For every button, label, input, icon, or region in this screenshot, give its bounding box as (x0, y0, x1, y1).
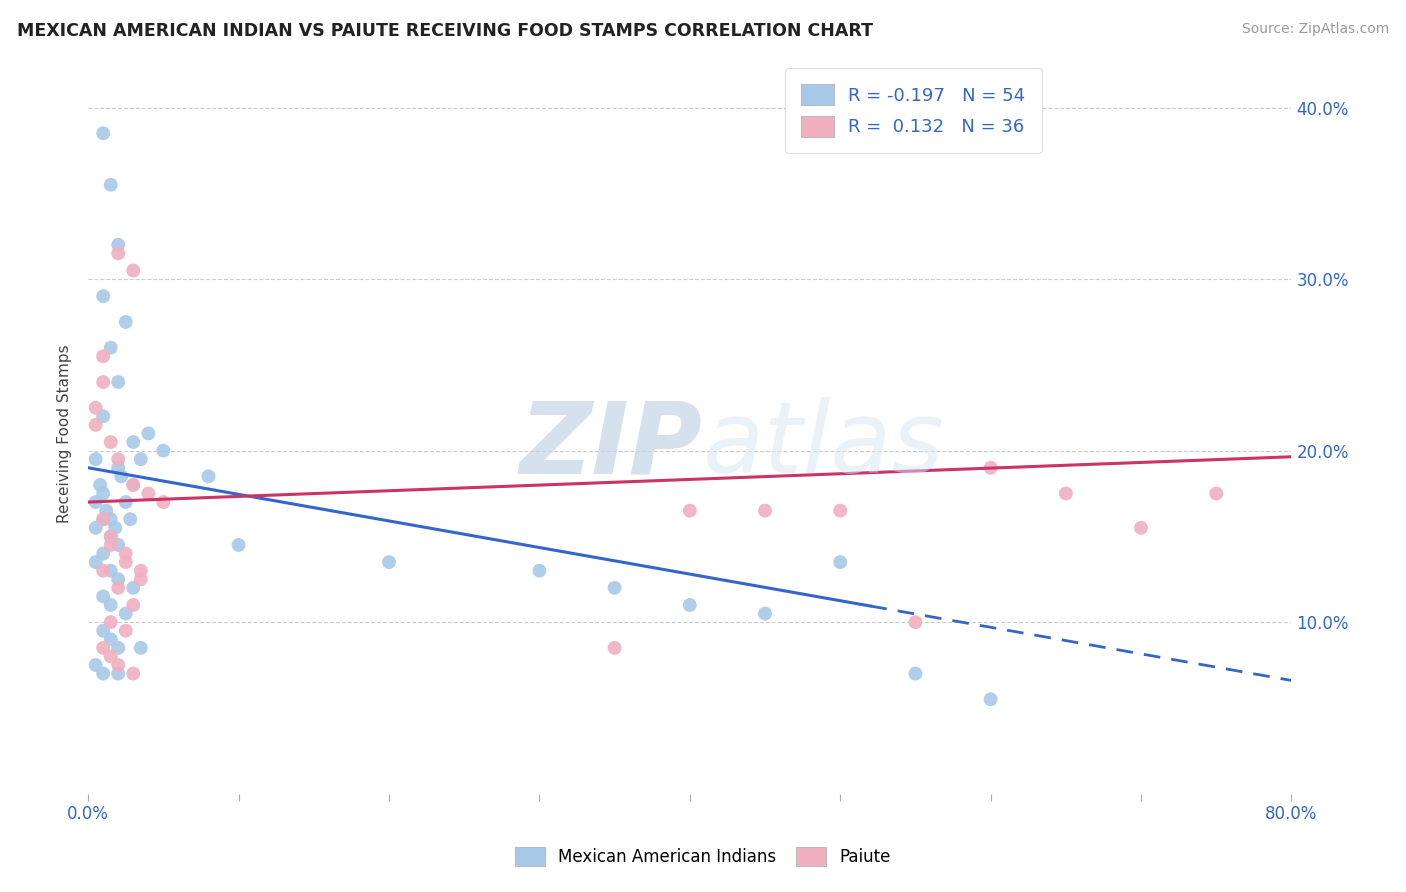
Point (107, 246, 129, 260)
Point (114, 624, 136, 638)
Point (100, 598, 122, 612)
Point (107, 658, 129, 673)
Point (529, 564, 551, 578)
Text: atlas: atlas (703, 398, 945, 494)
Point (129, 564, 152, 578)
Point (100, 529, 122, 543)
Point (122, 435, 145, 450)
Legend: Mexican American Indians, Paiute: Mexican American Indians, Paiute (506, 838, 900, 875)
Point (91, 624, 114, 638)
Point (84, 452, 107, 467)
Point (107, 666, 129, 681)
Point (107, 460, 129, 475)
Point (107, 375, 129, 389)
Point (84, 521, 107, 535)
Text: Source: ZipAtlas.com: Source: ZipAtlas.com (1241, 22, 1389, 37)
Point (91, 375, 114, 389)
Point (114, 315, 136, 329)
Point (100, 564, 122, 578)
Point (1130, 521, 1153, 535)
Point (152, 443, 174, 458)
Point (904, 666, 927, 681)
Point (197, 469, 219, 483)
Point (100, 512, 122, 526)
Point (107, 640, 129, 655)
Point (91, 486, 114, 500)
Point (91, 564, 114, 578)
Point (91, 289, 114, 303)
Point (122, 478, 145, 492)
Text: ZIP: ZIP (520, 398, 703, 494)
Point (100, 341, 122, 355)
Point (91, 409, 114, 424)
Point (91, 666, 114, 681)
Point (91, 512, 114, 526)
Y-axis label: Receiving Food Stamps: Receiving Food Stamps (58, 344, 72, 523)
Point (91, 547, 114, 561)
Point (100, 538, 122, 552)
Point (91, 512, 114, 526)
Point (100, 649, 122, 664)
Point (114, 495, 136, 509)
Point (100, 529, 122, 543)
Point (89, 478, 111, 492)
Point (104, 521, 127, 535)
Point (980, 460, 1002, 475)
Point (1054, 486, 1077, 500)
Point (754, 503, 776, 517)
Point (114, 555, 136, 569)
Point (904, 615, 927, 629)
Point (136, 486, 159, 500)
Point (91, 640, 114, 655)
Point (110, 469, 132, 483)
Point (84, 658, 107, 673)
Point (114, 607, 136, 621)
Point (100, 178, 122, 192)
Point (114, 547, 136, 561)
Text: MEXICAN AMERICAN INDIAN VS PAIUTE RECEIVING FOOD STAMPS CORRELATION CHART: MEXICAN AMERICAN INDIAN VS PAIUTE RECEIV… (17, 22, 873, 40)
Point (679, 598, 702, 612)
Point (122, 598, 145, 612)
Point (228, 538, 250, 552)
Point (84, 417, 107, 432)
Point (980, 692, 1002, 706)
Point (754, 607, 776, 621)
Point (1205, 486, 1227, 500)
Point (129, 452, 152, 467)
Legend: R = -0.197   N = 54, R =  0.132   N = 36: R = -0.197 N = 54, R = 0.132 N = 36 (785, 68, 1042, 153)
Point (603, 581, 626, 595)
Point (830, 555, 852, 569)
Point (120, 512, 142, 526)
Point (122, 478, 145, 492)
Point (122, 581, 145, 595)
Point (107, 572, 129, 586)
Point (107, 538, 129, 552)
Point (91, 590, 114, 604)
Point (100, 632, 122, 647)
Point (152, 495, 174, 509)
Point (122, 263, 145, 277)
Point (91, 126, 114, 140)
Point (679, 503, 702, 517)
Point (136, 426, 159, 441)
Point (100, 435, 122, 450)
Point (84, 401, 107, 415)
Point (96, 503, 118, 517)
Point (603, 640, 626, 655)
Point (91, 349, 114, 363)
Point (84, 555, 107, 569)
Point (107, 581, 129, 595)
Point (129, 572, 152, 586)
Point (129, 640, 152, 655)
Point (378, 555, 401, 569)
Point (122, 666, 145, 681)
Point (84, 495, 107, 509)
Point (100, 615, 122, 629)
Point (830, 503, 852, 517)
Point (107, 452, 129, 467)
Point (107, 237, 129, 252)
